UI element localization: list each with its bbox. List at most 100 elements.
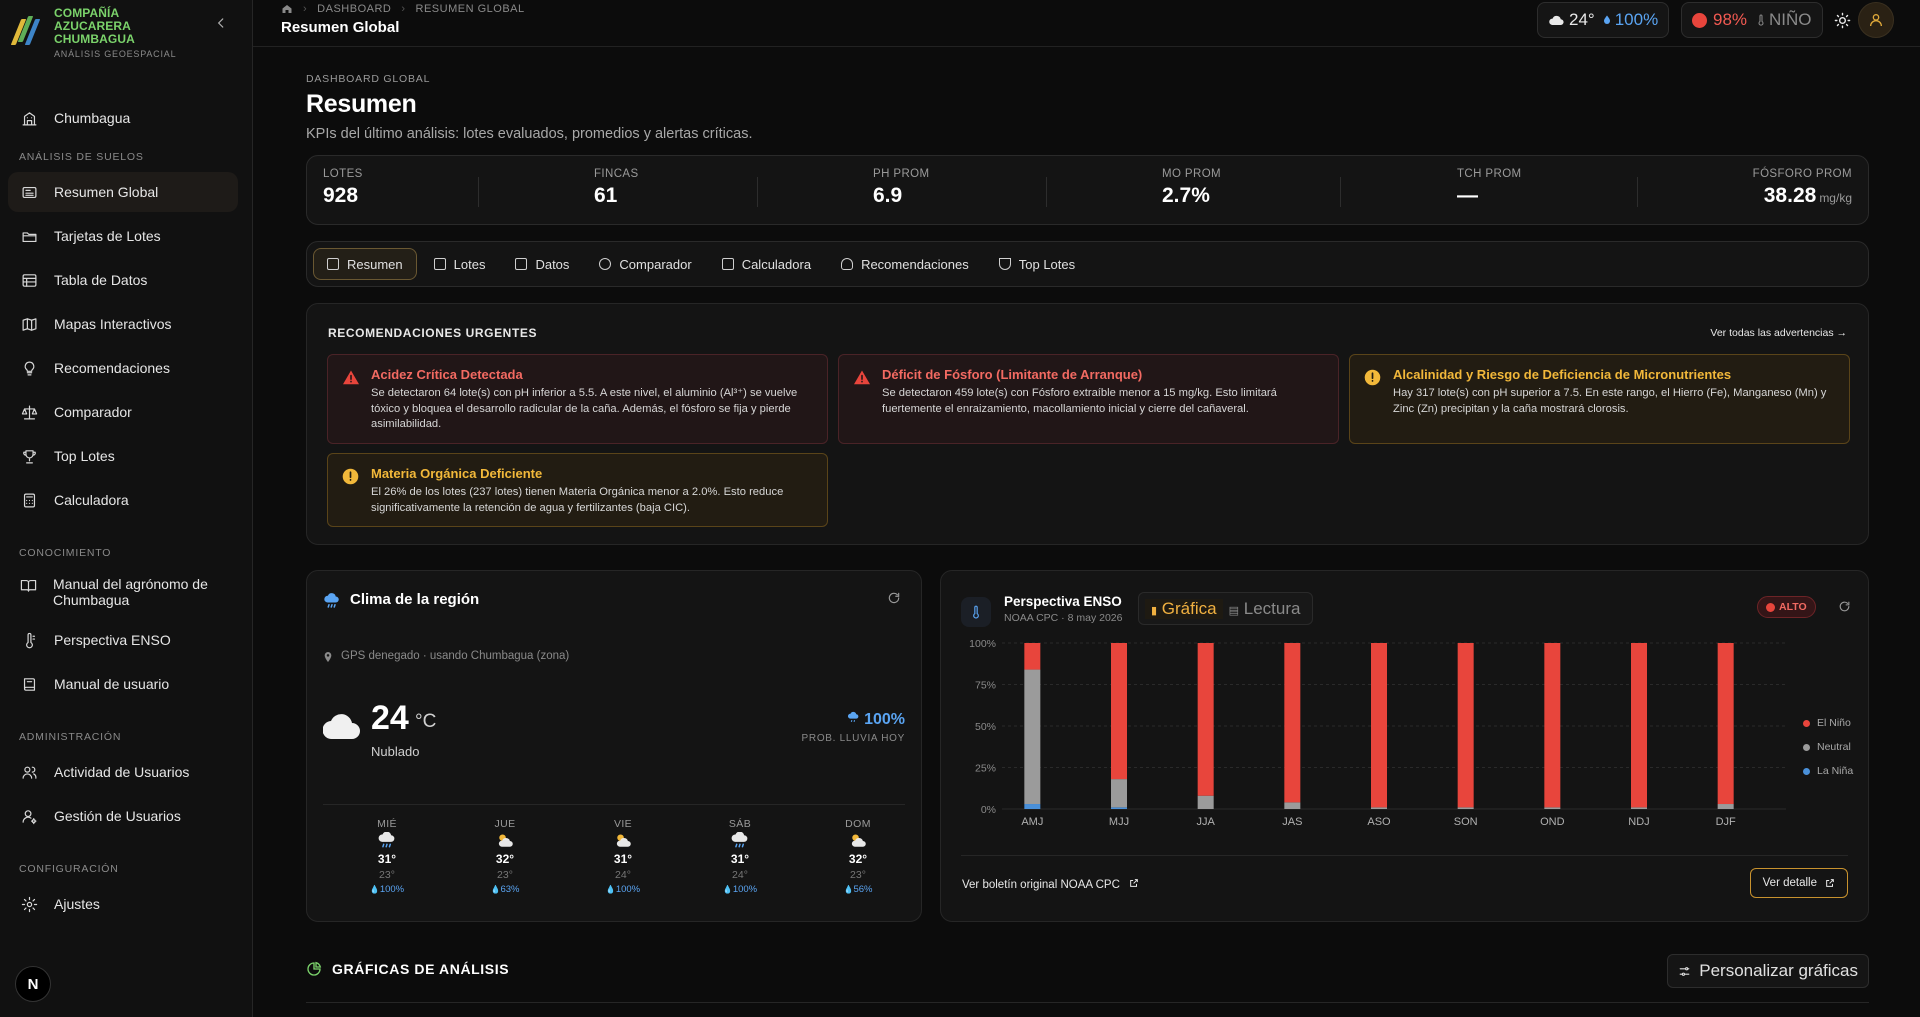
sidebar-item-ajustes[interactable]: Ajustes [8, 884, 238, 924]
refresh-enso-button[interactable] [1838, 600, 1851, 618]
button-label: Personalizar gráficas [1699, 961, 1858, 980]
customize-charts-button[interactable]: Personalizar gráficas [1667, 954, 1869, 988]
sun-icon [1834, 12, 1850, 28]
enso-title: Perspectiva ENSO [1004, 594, 1122, 609]
home-icon[interactable] [281, 3, 293, 15]
sidebar-item-manual-agronomo[interactable]: Manual del agrónomo de Chumbagua [8, 568, 238, 616]
x-tick-label: MJJ [1109, 816, 1129, 828]
view-reading-button[interactable]: ▤ Lectura [1223, 599, 1307, 619]
enso-chart: 0% 25% 50% 75% 100% AMJ MJJ JJA JAS ASO SON OND NDJ D… [969, 638, 1786, 828]
bar-segment-el-nino [1457, 643, 1474, 808]
tab-top-lotes[interactable]: Top Lotes [986, 248, 1088, 280]
alert-alcalinidad[interactable]: Alcalinidad y Riesgo de Deficiencia de M… [1349, 354, 1850, 444]
y-tick-label: 100% [969, 638, 996, 650]
tab-datos[interactable]: Datos [502, 248, 582, 280]
sidebar-item-tabla-de-datos[interactable]: Tabla de Datos [8, 260, 238, 300]
current-temperature: 24 [371, 699, 409, 737]
rain-icon [357, 831, 417, 852]
weather-title: Clima de la región [350, 591, 480, 608]
kpi-value: — [1457, 184, 1478, 207]
view-detail-button[interactable]: Ver detalle [1749, 868, 1848, 898]
book-icon [20, 675, 38, 693]
sidebar-item-comparador[interactable]: Comparador [8, 392, 238, 432]
tab-label: Resumen [347, 256, 403, 272]
sidebar-item-recomendaciones[interactable]: Recomendaciones [8, 348, 238, 388]
rain-probability-label: PROB. LLUVIA HOY [801, 733, 905, 744]
sidebar-item-gestion-de-usuarios[interactable]: Gestión de Usuarios [8, 796, 238, 836]
forecast-day: JUE 32° 23° 💧63% [475, 818, 535, 895]
topbar: › DASHBOARD › RESUMEN GLOBAL Resumen Glo… [253, 0, 1920, 47]
legend-item-el-nino: El Niño [1803, 711, 1853, 735]
folder-icon [433, 258, 446, 270]
sidebar-item-resumen-global[interactable]: Resumen Global [8, 172, 238, 212]
sidebar-item-label: Gestión de Usuarios [54, 808, 181, 824]
alert-fosforo[interactable]: Déficit de Fósforo (Limitante de Arranqu… [838, 354, 1339, 444]
sidebar-item-manual-de-usuario[interactable]: Manual de usuario [8, 664, 238, 704]
forecast-high: 31° [730, 852, 750, 866]
forecast-rain-prob: 💧100% [710, 884, 770, 895]
tab-comparador[interactable]: Comparador [586, 248, 704, 280]
alert-body: Se detectaron 64 lote(s) con pH inferior… [371, 387, 798, 430]
sidebar-item-actividad-de-usuarios[interactable]: Actividad de Usuarios [8, 752, 238, 792]
refresh-weather-button[interactable] [887, 591, 901, 610]
refresh-icon [888, 592, 900, 604]
alert-body: Hay 317 lote(s) con pH superior a 7.5. E… [1393, 387, 1827, 415]
enso-card: 0% 25% 50% 75% 100% AMJ MJJ JJA JAS ASO SON OND NDJ D… [940, 570, 1869, 922]
collapse-sidebar-button[interactable] [214, 14, 228, 35]
tab-lotes[interactable]: Lotes [421, 248, 499, 280]
warning-triangle-icon [343, 370, 359, 385]
tab-resumen[interactable]: Resumen [313, 248, 417, 280]
y-tick-label: 25% [975, 763, 996, 775]
forecast-low: 24° [732, 869, 748, 881]
nav-section-title: ANÁLISIS DE SUELOS [19, 151, 144, 163]
sidebar-item-mapas-interactivos[interactable]: Mapas Interactivos [8, 304, 238, 344]
forecast-high: 31° [377, 852, 397, 866]
theme-toggle-button[interactable] [1830, 8, 1854, 32]
y-tick-label: 0% [981, 804, 996, 816]
app-badge[interactable]: N [15, 966, 51, 1002]
tab-recomendaciones[interactable]: Recomendaciones [828, 248, 982, 280]
divider [306, 1002, 1869, 1003]
kpi-fosforo-prom: FÓSFORO PROM 38.28 mg/kg [1753, 168, 1852, 208]
alert-materia-organica[interactable]: Materia Orgánica Deficiente El 26% de lo… [327, 453, 828, 527]
kpi-unit: mg/kg [1819, 191, 1852, 205]
thermometer-icon [20, 631, 38, 649]
forecast-day: VIE 31° 24° 💧100% [593, 818, 653, 895]
newspaper-icon [20, 183, 38, 201]
sidebar-item-perspectiva-enso[interactable]: Perspectiva ENSO [8, 620, 238, 660]
alert-acidez[interactable]: Acidez Crítica Detectada Se detectaron 6… [327, 354, 828, 444]
see-all-warnings-link[interactable]: Ver todas las advertencias → [1710, 327, 1847, 339]
sidebar-item-calculadora[interactable]: Calculadora [8, 480, 238, 520]
enso-pill[interactable]: 98% NIÑO [1681, 2, 1823, 38]
alert-title: Déficit de Fósforo (Limitante de Arranqu… [882, 367, 1143, 382]
breadcrumb-item[interactable]: DASHBOARD [317, 3, 392, 15]
weather-pill[interactable]: 24° 100% [1537, 2, 1670, 38]
dashboard-content: DASHBOARD GLOBAL Resumen KPIs del último… [306, 47, 1869, 1003]
sidebar-item-label: Calculadora [54, 492, 129, 508]
breadcrumb: › DASHBOARD › RESUMEN GLOBAL [281, 3, 525, 15]
raindrop-icon: 💧 [843, 885, 854, 894]
kpi-tch-prom: TCH PROM — [1457, 168, 1522, 208]
enso-pill-pct: 98% [1713, 10, 1748, 29]
sidebar-item-label: Manual del agrónomo de Chumbagua [53, 576, 208, 608]
thermometer-icon [1758, 14, 1764, 26]
tab-calculadora[interactable]: Calculadora [709, 248, 824, 280]
map-icon [20, 315, 38, 333]
sidebar-item-top-lotes[interactable]: Top Lotes [8, 436, 238, 476]
sidebar-item-label: Top Lotes [54, 448, 115, 464]
sidebar-item-label: Chumbagua [54, 110, 131, 126]
avatar[interactable] [1858, 2, 1894, 38]
view-chart-button[interactable]: ▮ Gráfica [1145, 598, 1223, 619]
sidebar-item-label: Actividad de Usuarios [54, 764, 190, 780]
bar-segment-neutral [1457, 807, 1474, 809]
sidebar-item-tarjetas-de-lotes[interactable]: Tarjetas de Lotes [8, 216, 238, 256]
analysis-section-title: GRÁFICAS DE ANÁLISIS [306, 961, 509, 977]
sidebar-item-label: Ajustes [54, 896, 100, 912]
lightbulb-icon [20, 359, 38, 377]
noaa-bulletin-link[interactable]: Ver boletín original NOAA CPC [962, 878, 1139, 891]
sidebar-item-chumbagua[interactable]: Chumbagua [8, 98, 238, 138]
tab-label: Lotes [453, 256, 486, 272]
alert-title: Materia Orgánica Deficiente [371, 466, 543, 481]
page-title: Resumen Global [281, 19, 400, 36]
cloud-rain-icon [324, 593, 339, 608]
